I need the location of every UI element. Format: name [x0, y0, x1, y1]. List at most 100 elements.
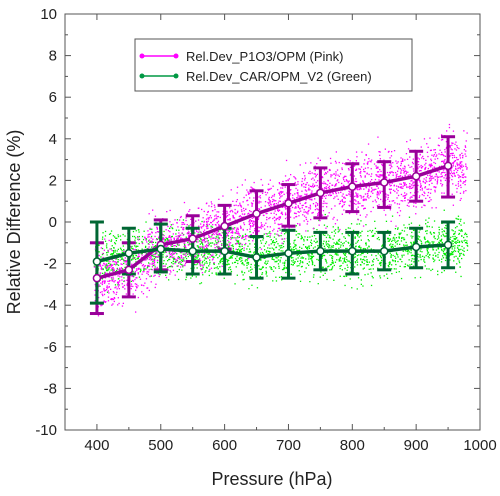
scatter-point	[251, 187, 253, 189]
scatter-point	[322, 242, 324, 245]
scatter-point	[377, 197, 379, 200]
scatter-point	[460, 275, 462, 278]
scatter-point	[218, 211, 220, 213]
scatter-point	[346, 269, 348, 271]
scatter-point	[412, 229, 415, 231]
scatter-point	[259, 254, 262, 256]
scatter-point	[332, 245, 334, 247]
scatter-point	[280, 196, 282, 198]
scatter-point	[110, 248, 112, 250]
scatter-point	[419, 181, 421, 183]
scatter-point	[367, 143, 370, 145]
scatter-point	[231, 231, 233, 233]
scatter-point	[150, 268, 152, 270]
scatter-point	[187, 244, 189, 246]
scatter-point	[369, 195, 372, 198]
scatter-point	[297, 211, 299, 213]
scatter-point	[438, 171, 440, 173]
scatter-point	[122, 302, 124, 304]
scatter-point	[354, 180, 356, 183]
scatter-point	[439, 239, 441, 242]
scatter-point	[204, 241, 206, 243]
scatter-point	[308, 189, 310, 191]
scatter-point	[280, 212, 282, 214]
scatter-point	[108, 239, 110, 242]
scatter-point	[456, 225, 458, 228]
scatter-point	[363, 258, 365, 261]
scatter-point	[228, 257, 230, 259]
scatter-point	[202, 274, 204, 276]
scatter-point	[145, 245, 147, 247]
scatter-point	[462, 176, 464, 179]
scatter-point	[378, 204, 380, 206]
scatter-point	[166, 239, 169, 241]
scatter-point	[269, 179, 271, 181]
scatter-point	[181, 223, 183, 226]
scatter-point	[230, 236, 232, 238]
scatter-point	[377, 192, 379, 194]
scatter-point	[134, 248, 136, 251]
mean-marker	[348, 182, 357, 191]
scatter-point	[337, 179, 339, 181]
scatter-point	[274, 267, 277, 269]
scatter-point	[457, 239, 459, 241]
scatter-point	[172, 223, 174, 226]
scatter-point	[325, 188, 328, 190]
legend-marker-pink	[139, 53, 145, 59]
scatter-point	[169, 254, 171, 256]
scatter-point	[214, 215, 216, 217]
scatter-point	[111, 267, 113, 269]
scatter-point	[304, 179, 306, 181]
scatter-point	[287, 179, 289, 182]
scatter-point	[154, 274, 156, 276]
scatter-point	[218, 225, 220, 227]
scatter-point	[285, 213, 287, 216]
scatter-point	[144, 265, 146, 267]
scatter-point	[179, 216, 182, 219]
scatter-point	[295, 178, 297, 180]
scatter-point	[100, 256, 102, 258]
scatter-point	[419, 170, 421, 172]
scatter-point	[147, 264, 150, 267]
scatter-point	[151, 253, 153, 255]
scatter-point	[173, 237, 175, 239]
scatter-point	[170, 226, 172, 228]
scatter-point	[321, 254, 323, 257]
scatter-point	[396, 165, 399, 168]
scatter-point	[364, 175, 366, 177]
scatter-point	[116, 261, 118, 264]
scatter-point	[203, 231, 205, 233]
mean-marker	[411, 171, 421, 181]
scatter-point	[279, 200, 281, 202]
scatter-point	[433, 260, 435, 263]
scatter-point	[410, 222, 413, 224]
scatter-point	[268, 203, 270, 205]
scatter-point	[111, 298, 113, 300]
scatter-point	[213, 204, 216, 206]
scatter-point	[264, 191, 266, 193]
scatter-point	[109, 264, 112, 266]
scatter-point	[365, 224, 367, 226]
scatter-point	[102, 256, 104, 259]
scatter-point	[458, 261, 461, 264]
scatter-point	[306, 206, 308, 208]
scatter-point	[299, 263, 301, 265]
scatter-point	[424, 168, 426, 171]
scatter-point	[297, 196, 299, 198]
scatter-point	[370, 175, 372, 177]
scatter-point	[154, 256, 156, 258]
scatter-point	[266, 262, 269, 264]
scatter-point	[451, 193, 453, 195]
scatter-point	[420, 164, 422, 167]
scatter-point	[198, 253, 200, 255]
scatter-point	[273, 212, 275, 214]
scatter-point	[349, 200, 351, 202]
scatter-point	[453, 260, 455, 262]
scatter-point	[388, 174, 390, 176]
scatter-point	[430, 163, 433, 165]
scatter-point	[303, 215, 306, 217]
scatter-point	[266, 275, 268, 277]
scatter-point	[158, 237, 160, 239]
scatter-point	[390, 255, 392, 257]
scatter-point	[246, 229, 248, 231]
